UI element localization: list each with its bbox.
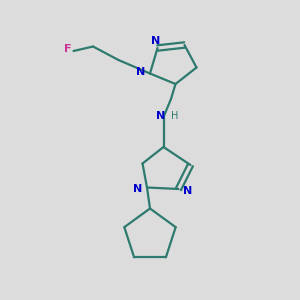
Text: F: F [64, 44, 71, 54]
Text: N: N [136, 67, 146, 77]
Text: H: H [171, 111, 178, 121]
Text: N: N [152, 36, 160, 46]
Text: N: N [156, 111, 165, 121]
Text: N: N [183, 185, 192, 196]
Text: N: N [133, 184, 142, 194]
